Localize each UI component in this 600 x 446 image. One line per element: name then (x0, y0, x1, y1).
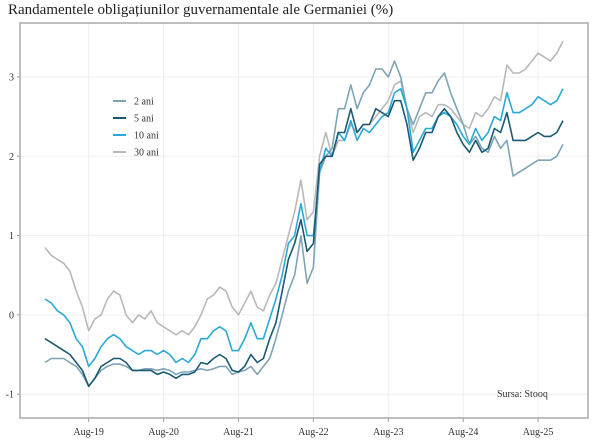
y-tick-label: 0 (9, 310, 14, 321)
plot-frame (19, 22, 589, 419)
series-line-5-ani (44, 99, 564, 388)
x-tick-label: Aug-25 (523, 427, 554, 438)
legend-label: 10 ani (134, 131, 159, 142)
x-tick-label: Aug-23 (373, 427, 404, 438)
legend-label: 2 ani (134, 97, 154, 108)
y-tick-label: 3 (9, 72, 14, 83)
chart-title: Randamentele obligațiunilor guvernamenta… (8, 2, 394, 18)
source-note: Sursa: Stooq (497, 389, 548, 400)
y-tick-label: 1 (9, 231, 14, 242)
y-tick-label: 2 (9, 152, 14, 163)
x-tick-label: Aug-20 (148, 427, 179, 438)
x-tick-label: Aug-19 (73, 427, 104, 438)
x-tick-label: Aug-21 (223, 427, 254, 438)
y-tick-label: -1 (6, 390, 14, 401)
x-tick-label: Aug-24 (448, 427, 479, 438)
series-line-10-ani (44, 88, 564, 368)
series-line-30-ani (44, 40, 564, 336)
x-tick-label: Aug-22 (298, 427, 329, 438)
legend-label: 5 ani (134, 114, 154, 125)
legend-label: 30 ani (134, 148, 159, 159)
